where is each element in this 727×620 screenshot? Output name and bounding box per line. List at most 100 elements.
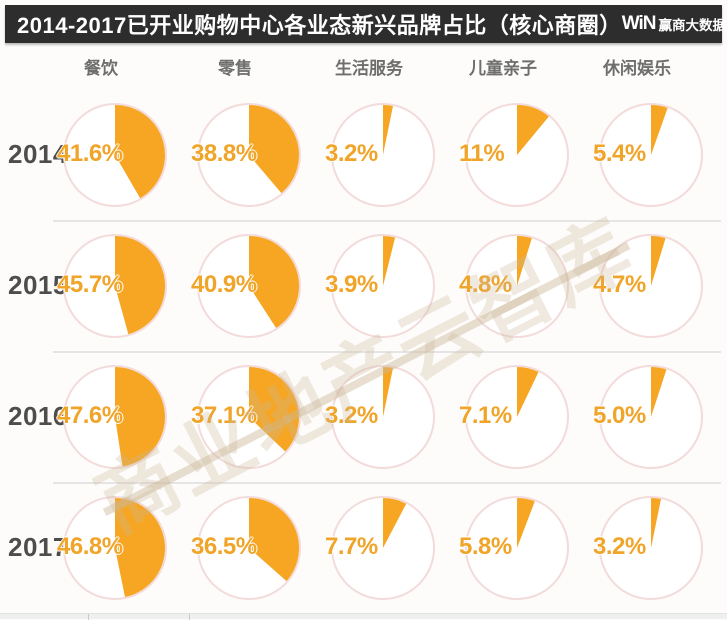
row-separator <box>53 351 721 353</box>
pie-chart <box>599 495 703 600</box>
percentage-label: 11% <box>459 139 505 167</box>
pie-wedge <box>383 366 393 417</box>
pie-chart <box>465 233 569 338</box>
pie-cell-2014-零售: 38.8% <box>182 89 316 220</box>
column-header-retail: 零售 <box>218 58 252 78</box>
pie-chart <box>599 102 703 207</box>
pie-chart <box>465 495 569 600</box>
pie-row-2017: 2017 46.8% 36.5% 7.7% 5.8% 3.2% <box>0 482 727 613</box>
percentage-label: 45.7% <box>57 270 123 298</box>
row-separator <box>53 220 721 222</box>
percentage-label: 3.2% <box>325 139 378 167</box>
column-header-entertainment: 休闲娱乐 <box>603 58 671 78</box>
table-divider <box>189 614 190 620</box>
pie-chart <box>331 233 435 338</box>
percentage-label: 5.0% <box>593 401 646 429</box>
pie-wedge <box>115 235 166 334</box>
percentage-label: 7.1% <box>459 401 512 429</box>
percentage-label: 7.7% <box>325 532 378 560</box>
pie-wedge <box>651 104 668 155</box>
pie-cell-2015-餐饮: 45.7% <box>48 220 182 351</box>
pie-cell-2015-休闲娱乐: 4.7% <box>584 220 718 351</box>
pie-chart <box>63 102 167 207</box>
pie-wedge <box>383 497 407 548</box>
page-title: 2014-2017已开业购物中心各业态新兴品牌占比（核心商圈） <box>17 13 622 38</box>
pie-wedge <box>115 366 165 466</box>
pie-chart <box>331 495 435 600</box>
percentage-label: 41.6% <box>57 139 123 167</box>
percentage-label: 3.2% <box>325 401 378 429</box>
pie-wedge <box>651 497 661 548</box>
brand-logo: WiN 赢商大数据 <box>622 13 726 35</box>
pie-cell-2015-儿童亲子: 4.8% <box>450 220 584 351</box>
pie-cell-2017-零售: 36.5% <box>182 482 316 613</box>
column-header-kids-family: 儿童亲子 <box>469 58 537 78</box>
pie-chart <box>63 495 167 600</box>
pie-cell-2017-休闲娱乐: 3.2% <box>584 482 718 613</box>
title-bar: 2014-2017已开业购物中心各业态新兴品牌占比（核心商圈） WiN 赢商大数… <box>5 5 726 43</box>
pie-wedge <box>249 366 300 451</box>
column-header-life-service: 生活服务 <box>335 58 403 78</box>
pie-cell-2014-儿童亲子: 11% <box>450 89 584 220</box>
percentage-label: 3.2% <box>593 532 646 560</box>
pie-cell-2015-生活服务: 3.9% <box>316 220 450 351</box>
cutoff-table-edge <box>0 613 727 620</box>
pie-wedge <box>115 104 166 198</box>
pie-cell-2017-餐饮: 46.8% <box>48 482 182 613</box>
percentage-label: 47.6% <box>57 401 123 429</box>
pie-chart <box>197 102 301 207</box>
pie-cell-2014-休闲娱乐: 5.4% <box>584 89 718 220</box>
pie-wedge <box>517 235 532 286</box>
percentage-label: 5.8% <box>459 532 512 560</box>
pie-wedge <box>249 497 300 581</box>
pie-cell-2017-生活服务: 7.7% <box>316 482 450 613</box>
pie-chart <box>331 102 435 207</box>
pie-cell-2015-零售: 40.9% <box>182 220 316 351</box>
pie-wedge <box>651 235 666 286</box>
percentage-label: 38.8% <box>191 139 257 167</box>
pie-cell-2016-休闲娱乐: 5.0% <box>584 351 718 482</box>
year-label: 2017 <box>8 532 68 562</box>
pie-wedge <box>115 497 165 597</box>
year-label: 2016 <box>8 401 68 431</box>
pie-wedge <box>249 235 300 328</box>
pie-wedge <box>517 497 535 548</box>
year-label: 2015 <box>8 270 68 300</box>
win-logo-icon: WiN <box>621 13 657 34</box>
pie-chart <box>197 233 301 338</box>
pie-chart <box>599 364 703 469</box>
pie-row-2016: 2016 47.6% 37.1% 3.2% 7.1% 5.0% <box>0 351 727 482</box>
percentage-label: 46.8% <box>57 532 123 560</box>
pie-row-2015: 2015 45.7% 40.9% 3.9% 4.8% 4.7% <box>0 220 727 351</box>
pie-wedge <box>651 366 667 417</box>
pie-chart <box>197 495 301 600</box>
brand-name: 赢商大数据 <box>658 18 727 33</box>
percentage-label: 5.4% <box>593 139 646 167</box>
pie-chart <box>599 233 703 338</box>
pie-wedge <box>517 104 549 155</box>
percentage-label: 3.9% <box>325 270 378 298</box>
table-divider <box>88 614 89 620</box>
percentage-label: 4.7% <box>593 270 646 298</box>
pie-wedge <box>383 235 396 286</box>
column-header-dining: 餐饮 <box>84 58 118 78</box>
pie-cell-2016-儿童亲子: 7.1% <box>450 351 584 482</box>
pie-cell-2014-餐饮: 41.6% <box>48 89 182 220</box>
percentage-label: 4.8% <box>459 270 512 298</box>
percentage-label: 36.5% <box>191 532 257 560</box>
pie-row-2014: 2014 41.6% 38.8% 3.2% 11% 5.4% <box>0 89 727 220</box>
pie-cell-2016-餐饮: 47.6% <box>48 351 182 482</box>
pie-chart <box>331 364 435 469</box>
pie-chart <box>63 364 167 469</box>
pie-chart <box>465 364 569 469</box>
year-label: 2014 <box>8 139 68 169</box>
pie-chart <box>465 102 569 207</box>
row-separator <box>53 482 721 484</box>
pie-cell-2014-生活服务: 3.2% <box>316 89 450 220</box>
pie-chart <box>197 364 301 469</box>
percentage-label: 40.9% <box>191 270 257 298</box>
pie-cell-2016-零售: 37.1% <box>182 351 316 482</box>
pie-cell-2017-儿童亲子: 5.8% <box>450 482 584 613</box>
pie-grid: 2014 41.6% 38.8% 3.2% 11% 5.4% 2015 45.7% 40.9% 3… <box>0 89 727 613</box>
